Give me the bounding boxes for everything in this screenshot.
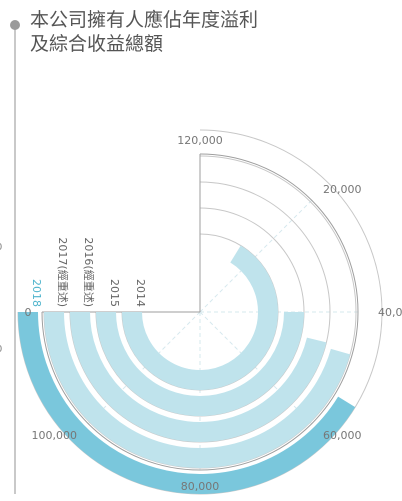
bar-2014 bbox=[122, 245, 278, 390]
chart-title-line-1: 本公司擁有人應佔年度溢利 bbox=[30, 9, 259, 31]
edge-mark-lower: 0 bbox=[0, 344, 2, 355]
tick-label-1: 20,000 bbox=[323, 183, 362, 196]
tick-label-4: 80,000 bbox=[181, 480, 220, 493]
tick-label-2: 40,000 bbox=[378, 306, 402, 319]
category-label-2015: 2015 bbox=[108, 279, 121, 307]
category-note-2017: (經重述) bbox=[56, 265, 70, 307]
bar-2016 bbox=[70, 311, 327, 442]
tick-label-6: 120,000 bbox=[177, 134, 223, 147]
scale-arc bbox=[41, 153, 359, 471]
category-label-2016: 2016(經重述) bbox=[82, 237, 96, 307]
tick-label-0: 0 bbox=[25, 306, 32, 319]
chart-title-line-2: 及綜合收益總額 bbox=[30, 33, 164, 55]
category-year-2014: 2014 bbox=[134, 279, 147, 307]
bar-2015 bbox=[96, 311, 304, 416]
bar-2017 bbox=[44, 311, 351, 468]
category-label-2014: 2014 bbox=[134, 279, 147, 307]
tick-label-3: 60,000 bbox=[323, 429, 362, 442]
category-year-2016: 2016 bbox=[82, 237, 95, 265]
tick-label-5: 100,000 bbox=[32, 429, 78, 442]
category-label-2018: 2018 bbox=[30, 279, 43, 307]
timeline-line bbox=[14, 24, 16, 494]
radial-gridline-3 bbox=[199, 311, 313, 425]
chart-tick-labels: 0 20,000 40,000 60,000 80,000 100,000 120,000 bbox=[25, 134, 402, 493]
category-note-2016: (經重述) bbox=[82, 265, 96, 307]
category-year-2018: 2018 bbox=[30, 279, 43, 307]
category-year-2017: 2017 bbox=[56, 237, 69, 265]
bar-2018 bbox=[18, 311, 356, 494]
category-year-2015: 2015 bbox=[108, 279, 121, 307]
timeline-dot bbox=[10, 20, 20, 30]
category-label-2017: 2017(經重述) bbox=[56, 237, 70, 307]
chart-title: 本公司擁有人應佔年度溢利 及綜合收益總額 bbox=[30, 8, 258, 56]
chart-bars bbox=[18, 245, 356, 494]
radial-gridline-1 bbox=[199, 199, 313, 313]
radial-gridline-5 bbox=[87, 311, 201, 425]
edge-mark-upper: 0 bbox=[0, 242, 2, 253]
